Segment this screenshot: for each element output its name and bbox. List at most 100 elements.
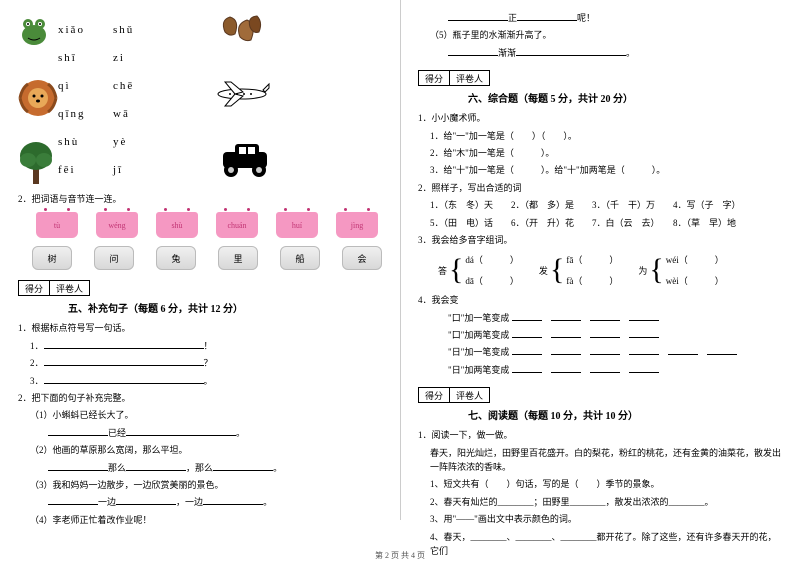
pinyin-cell: wā bbox=[113, 108, 168, 120]
s6-q4-2: "口"加两笔变成 bbox=[430, 328, 782, 342]
text: "口"加两笔变成 bbox=[448, 330, 509, 340]
score-box: 得分 评卷人 bbox=[418, 387, 782, 403]
pinyin-cell: shī bbox=[58, 52, 113, 64]
pinyin-cell: chē bbox=[113, 80, 168, 92]
s5-q2-4: （4）李老师正忙着改作业呢！ bbox=[30, 513, 382, 527]
word: 一边 bbox=[98, 497, 116, 507]
pinyin-cell: qīng bbox=[58, 108, 113, 120]
blank-line: 3．。 bbox=[30, 374, 382, 388]
text: "口"加一笔变成 bbox=[448, 313, 509, 323]
tag: shù bbox=[156, 212, 198, 238]
grader-label: 评卷人 bbox=[450, 70, 490, 86]
s6-q1: 1．小小魔术师。 bbox=[418, 111, 782, 125]
section-6-title: 六、综合题（每题 5 分，共计 20 分） bbox=[468, 90, 782, 105]
tags-row: tù wéng shù chuán huí jìng bbox=[36, 212, 382, 238]
car-icon bbox=[215, 140, 275, 180]
grader-label: 评卷人 bbox=[450, 387, 490, 403]
tag: wéng bbox=[96, 212, 138, 238]
blank-line: 1． ！ bbox=[30, 339, 382, 353]
punct: ？ bbox=[204, 358, 213, 368]
pinyin-cell: fēi bbox=[58, 164, 113, 176]
s6-q1-3: 3．给"十"加一笔是（ ）。给"十"加两笔是（ ）。 bbox=[430, 163, 782, 177]
blank-line: 渐渐。 bbox=[430, 46, 782, 60]
page-footer: 第 2 页 共 4 页 bbox=[0, 550, 800, 561]
brace-row: 答{dá（ ）dā（ ） 发{fā（ ）fà（ ） 为{wéi（ ）wèi（ ） bbox=[438, 253, 782, 287]
text: "日"加一笔变成 bbox=[448, 347, 509, 357]
blank-line: 正 呢！ bbox=[430, 11, 782, 25]
score-box: 得分 评卷人 bbox=[18, 280, 382, 296]
pinyin-cell: zi bbox=[113, 52, 168, 64]
tag: tù bbox=[36, 212, 78, 238]
section-5-title: 五、补充句子（每题 6 分，共计 12 分） bbox=[68, 300, 382, 315]
brace-group: 发{fā（ ）fà（ ） bbox=[539, 253, 618, 287]
pinyin-cell: shù bbox=[58, 136, 113, 148]
s5-q2-2: （2）他画的草原那么宽阔，那么平坦。 bbox=[30, 443, 382, 457]
leaves-icon bbox=[215, 12, 265, 52]
pinyin-cell: shǔ bbox=[113, 24, 168, 36]
brace-group: 答{dá（ ）dā（ ） bbox=[438, 253, 519, 287]
stone: 兔 bbox=[156, 246, 196, 270]
word: 一边 bbox=[185, 497, 203, 507]
word: 正 bbox=[508, 13, 517, 23]
word: 那么 bbox=[195, 463, 213, 473]
brace-item: fà（ ） bbox=[566, 274, 618, 287]
grader-label: 评卷人 bbox=[50, 280, 90, 296]
score-label: 得分 bbox=[418, 70, 450, 86]
s5-q2: 2．把下面的句子补充完整。 bbox=[18, 391, 382, 405]
s6-q4-4: "日"加两笔变成 bbox=[430, 363, 782, 377]
word: 呢！ bbox=[577, 13, 595, 23]
brace-char: 为 bbox=[638, 264, 647, 277]
s6-q4: 4．我会变 bbox=[418, 293, 782, 307]
pinyin-cell: xiǎo bbox=[58, 24, 113, 36]
left-column: xiǎoshǔ shīzi qìchē qīngwā shùyè fēijī 2… bbox=[0, 0, 400, 565]
tag: chuán bbox=[216, 212, 258, 238]
brace-item: wéi（ ） bbox=[666, 253, 724, 266]
punct: ！ bbox=[204, 341, 213, 351]
s6-q3: 3．我会给多音字组词。 bbox=[418, 233, 782, 247]
brace-group: 为{wéi（ ）wèi（ ） bbox=[638, 253, 723, 287]
s6-q1-1: 1．给"一"加一笔是（ ）（ ）。 bbox=[430, 129, 782, 143]
item-num: 1． bbox=[30, 341, 44, 351]
s5-q2-3: （3）我和妈妈一边散步，一边欣赏美丽的景色。 bbox=[30, 478, 382, 492]
s6-q4-3: "日"加一笔变成 bbox=[430, 345, 782, 359]
word: 渐渐 bbox=[498, 48, 516, 58]
s5-q2-5: （5）瓶子里的水渐渐升高了。 bbox=[430, 28, 782, 42]
stone: 船 bbox=[280, 246, 320, 270]
stone: 树 bbox=[32, 246, 72, 270]
pinyin-cell: jī bbox=[113, 164, 168, 176]
lion-icon bbox=[18, 78, 58, 118]
blank-line: 那么，那么。 bbox=[30, 461, 382, 475]
stones-row: 树 问 兔 里 船 会 bbox=[32, 246, 382, 270]
stone: 里 bbox=[218, 246, 258, 270]
s5-q1: 1．根据标点符号写一句话。 bbox=[18, 321, 382, 335]
stone: 问 bbox=[94, 246, 134, 270]
brace-char: 答 bbox=[438, 264, 447, 277]
blank-line: 已经。 bbox=[30, 426, 382, 440]
plane-icon bbox=[215, 78, 270, 110]
s7-item-2: 2、春天有灿烂的________；田野里________，散发出浓浓的_____… bbox=[430, 495, 782, 509]
brace-item: wèi（ ） bbox=[666, 274, 724, 287]
pinyin-cell: yè bbox=[113, 136, 168, 148]
s5-q2-1: （1）小蝌蚪已经长大了。 bbox=[30, 408, 382, 422]
pinyin-cell: qì bbox=[58, 80, 113, 92]
text: "日"加两笔变成 bbox=[448, 365, 509, 375]
score-box: 得分 评卷人 bbox=[418, 70, 782, 86]
section-7-title: 七、阅读题（每题 10 分，共计 10 分） bbox=[468, 407, 782, 422]
punct: 。 bbox=[204, 376, 213, 386]
s7-text: 春天，阳光灿烂，田野里百花盛开。白的梨花，粉红的桃花，还有金黄的油菜花，散发出一… bbox=[430, 446, 782, 475]
blank-line: 2． ？ bbox=[30, 356, 382, 370]
s7-item-3: 3、用"——"画出文中表示颜色的词。 bbox=[430, 512, 782, 526]
score-label: 得分 bbox=[418, 387, 450, 403]
brace-item: dā（ ） bbox=[465, 274, 519, 287]
brace-item: dá（ ） bbox=[465, 253, 519, 266]
s6-q2-row2: 5．（田 电）话 6．（开 升）花 7．白（云 去） 8．（草 早）地 bbox=[430, 216, 782, 230]
frog-icon bbox=[18, 10, 50, 50]
item-num: 2． bbox=[30, 358, 44, 368]
stone: 会 bbox=[342, 246, 382, 270]
score-label: 得分 bbox=[18, 280, 50, 296]
s7-item-1: 1、短文共有（ ）句话，写的是（ ）季节的景象。 bbox=[430, 477, 782, 491]
tag: huí bbox=[276, 212, 318, 238]
question-2: 2．把词语与音节连一连。 bbox=[18, 192, 382, 206]
blank-line: 一边，一边。 bbox=[30, 495, 382, 509]
tree-icon bbox=[18, 138, 54, 186]
